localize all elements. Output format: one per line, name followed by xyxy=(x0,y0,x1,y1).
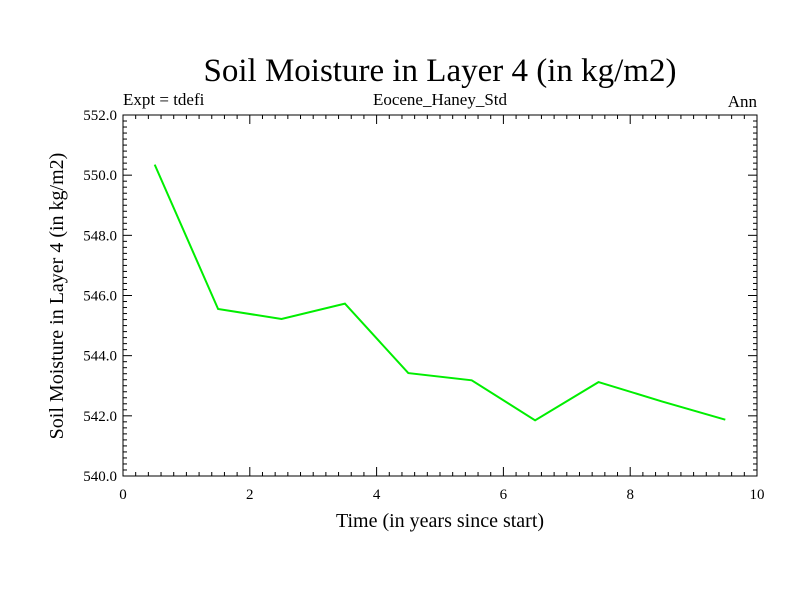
subtitle-left: Expt = tdefi xyxy=(123,90,205,109)
y-tick-label: 548.0 xyxy=(83,228,117,244)
y-axis-label: Soil Moisture in Layer 4 (in kg/m2) xyxy=(46,153,68,440)
axis-ticks xyxy=(122,114,758,477)
y-tick-label: 550.0 xyxy=(83,168,117,184)
x-tick-label: 4 xyxy=(373,487,381,503)
x-tick-labels: 0 2 4 6 8 10 xyxy=(119,487,764,503)
y-tick-label: 552.0 xyxy=(83,108,117,124)
series-group xyxy=(153,164,726,422)
x-tick-label: 0 xyxy=(119,487,127,503)
series-line xyxy=(153,164,726,422)
y-tick-label: 546.0 xyxy=(83,289,117,305)
x-tick-label: 6 xyxy=(500,487,508,503)
x-tick-label: 8 xyxy=(626,487,634,503)
x-axis-label: Time (in years since start) xyxy=(336,510,544,532)
subtitle-right: Ann xyxy=(728,92,758,111)
y-tick-label: 544.0 xyxy=(83,349,117,365)
y-tick-label: 542.0 xyxy=(83,409,117,425)
subtitle-center: Eocene_Haney_Std xyxy=(373,90,508,109)
y-tick-labels: 540.0 542.0 544.0 546.0 548.0 550.0 552.0 xyxy=(83,108,117,485)
x-tick-label: 2 xyxy=(246,487,254,503)
plot-frame xyxy=(122,114,758,477)
x-tick-label: 10 xyxy=(750,487,765,503)
y-tick-label: 540.0 xyxy=(83,469,117,485)
chart-title: Soil Moisture in Layer 4 (in kg/m2) xyxy=(204,53,677,89)
